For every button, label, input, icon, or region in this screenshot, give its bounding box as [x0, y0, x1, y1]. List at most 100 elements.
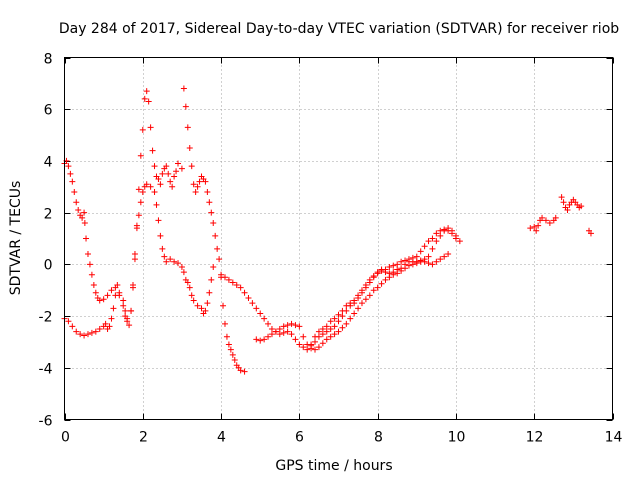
data-point — [409, 254, 416, 261]
data-point — [131, 251, 138, 258]
y-axis-label: SDTVAR / TECUs — [8, 181, 24, 296]
data-point — [304, 346, 311, 353]
data-point — [175, 160, 182, 167]
data-point — [171, 258, 178, 265]
data-point — [73, 199, 80, 206]
data-point — [110, 305, 117, 312]
data-point — [327, 318, 334, 325]
data-point — [445, 251, 452, 258]
data-point — [204, 188, 211, 195]
data-point — [358, 287, 365, 294]
data-point — [182, 103, 189, 110]
data-point — [73, 328, 80, 335]
data-point — [71, 188, 78, 195]
y-tick-label: -6 — [39, 414, 53, 430]
data-point — [88, 271, 95, 278]
data-point — [84, 331, 91, 338]
data-point — [229, 279, 236, 286]
data-point — [300, 344, 307, 351]
data-point — [417, 257, 424, 264]
data-point — [449, 230, 456, 237]
data-point — [394, 270, 401, 277]
data-point — [218, 271, 225, 278]
data-point — [167, 256, 174, 263]
data-point — [425, 260, 432, 267]
data-point — [280, 329, 287, 336]
data-point — [327, 333, 334, 340]
data-point — [221, 320, 228, 327]
data-point — [343, 320, 350, 327]
data-point — [241, 289, 248, 296]
data-point — [433, 230, 440, 237]
data-point — [433, 258, 440, 265]
data-point — [137, 152, 144, 159]
data-point — [413, 253, 420, 260]
data-point — [456, 238, 463, 245]
data-point — [208, 209, 215, 216]
data-point — [126, 322, 133, 329]
data-point — [296, 323, 303, 330]
data-point — [194, 302, 201, 309]
data-point — [180, 85, 187, 92]
data-point — [163, 163, 170, 170]
data-point — [84, 251, 91, 258]
data-point — [216, 256, 223, 263]
data-point — [86, 261, 93, 268]
data-point — [153, 201, 160, 208]
data-point — [265, 333, 272, 340]
data-point — [135, 212, 142, 219]
data-point — [221, 274, 228, 281]
data-point — [331, 315, 338, 322]
data-point — [88, 329, 95, 336]
data-point — [288, 331, 295, 338]
x-axis-label: GPS time / hours — [275, 458, 392, 474]
data-point — [429, 245, 436, 252]
data-point — [108, 315, 115, 322]
y-tick-label: 6 — [44, 103, 53, 119]
data-point — [231, 357, 238, 364]
data-point — [533, 227, 540, 234]
data-point — [564, 207, 571, 214]
data-point — [77, 331, 84, 338]
data-point — [106, 323, 113, 330]
data-point — [104, 292, 111, 299]
data-point — [398, 258, 405, 265]
x-tick-label: 10 — [448, 430, 466, 446]
data-point — [374, 270, 381, 277]
data-point — [417, 248, 424, 255]
data-point — [552, 214, 559, 221]
data-point — [335, 311, 342, 318]
data-point — [292, 336, 299, 343]
data-point — [347, 315, 354, 322]
data-point — [116, 289, 123, 296]
data-point — [335, 328, 342, 335]
data-point — [445, 227, 452, 234]
data-point — [204, 300, 211, 307]
data-point — [163, 258, 170, 265]
data-point — [402, 265, 409, 272]
data-point — [276, 331, 283, 338]
data-point — [225, 341, 232, 348]
data-point — [261, 315, 268, 322]
data-point — [208, 276, 215, 283]
data-point — [75, 207, 82, 214]
y-ticks: -6 -4 -2 0 2 4 6 8 — [39, 52, 613, 430]
data-point — [229, 351, 236, 358]
data-point — [351, 297, 358, 304]
data-point — [292, 322, 299, 329]
data-point — [312, 333, 319, 340]
data-point — [370, 272, 377, 279]
data-point — [114, 282, 121, 289]
data-point — [296, 341, 303, 348]
data-point — [587, 230, 594, 237]
data-point — [300, 333, 307, 340]
data-point — [186, 145, 193, 151]
data-point — [186, 284, 193, 291]
data-point — [437, 227, 444, 234]
x-tick-label: 2 — [139, 430, 148, 446]
data-point — [315, 344, 322, 351]
data-point — [578, 203, 585, 210]
data-point — [175, 260, 182, 267]
data-point — [133, 222, 140, 229]
data-point — [223, 333, 230, 340]
